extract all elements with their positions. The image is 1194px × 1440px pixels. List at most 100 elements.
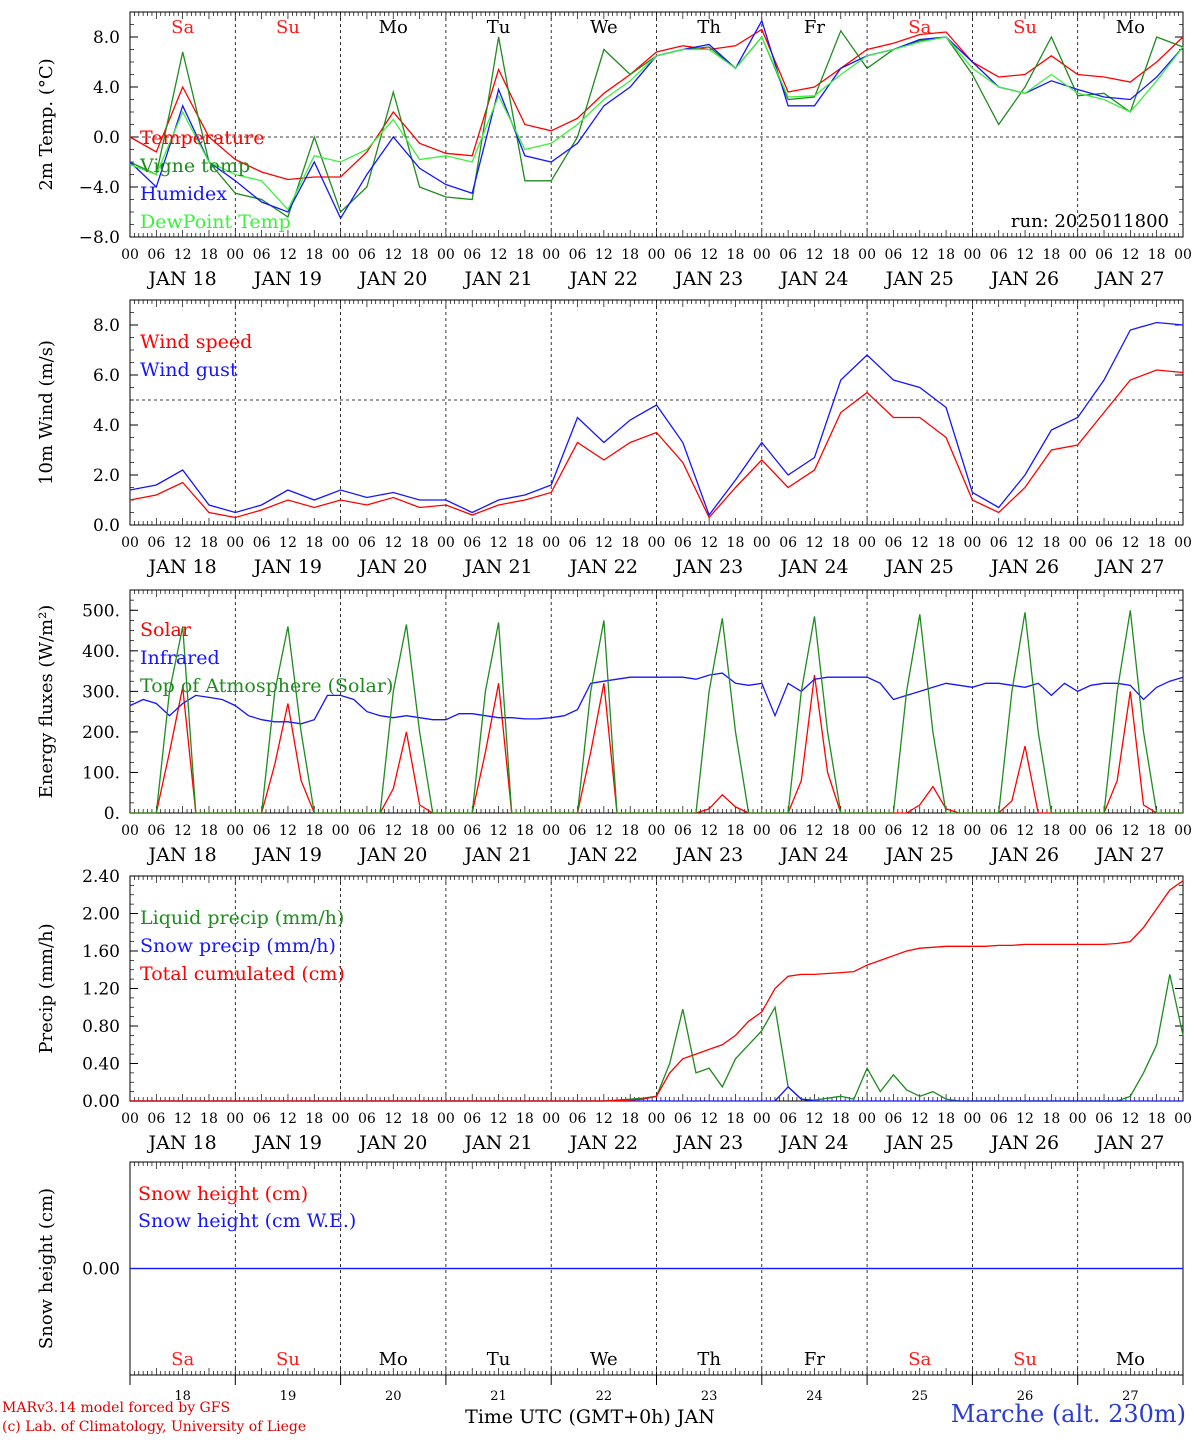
hour-label: 00 [858, 1111, 876, 1127]
weekday-label-bottom: Mo [379, 1349, 408, 1370]
hour-label: 18 [200, 535, 218, 551]
panel-3: 500. 400. 300. 200. 100. 0. Energy fluxes (W/m… [36, 589, 1192, 866]
hour-label: 00 [542, 535, 560, 551]
weekday-label-top: Tu [487, 17, 511, 38]
series-line-wind-speed [129, 369, 1184, 519]
day-label: JAN 26 [989, 556, 1059, 578]
y-axis-label: 10m Wind (m/s) [36, 340, 57, 485]
hour-label: 00 [332, 535, 350, 551]
hour-label: 06 [569, 823, 587, 839]
y-tick-label: 2.40 [82, 867, 120, 887]
series-line-vigne-temp [129, 29, 1184, 219]
hour-label: 18 [727, 535, 745, 551]
hour-label: 06 [569, 247, 587, 263]
hour-label: 18 [1148, 1111, 1166, 1127]
day-label: JAN 20 [357, 268, 427, 290]
hour-label: 00 [963, 247, 981, 263]
hour-label: 18 [832, 535, 850, 551]
hour-label: 00 [1174, 535, 1192, 551]
hour-label: 06 [1095, 823, 1113, 839]
weekday-label-bottom: Sa [171, 1349, 194, 1370]
hour-label: 18 [200, 823, 218, 839]
day-label: JAN 18 [147, 268, 217, 290]
hour-label: 12 [700, 535, 718, 551]
hour-label: 00 [753, 535, 771, 551]
day-label: JAN 21 [462, 268, 532, 290]
hour-label: 18 [832, 1111, 850, 1127]
y-tick-label: 4.0 [93, 78, 120, 98]
hour-label: 12 [174, 823, 192, 839]
hour-label: 12 [279, 823, 297, 839]
hour-label: 00 [121, 823, 139, 839]
hour-label: 12 [384, 823, 402, 839]
day-label: JAN 19 [252, 1132, 322, 1154]
hour-label: 18 [621, 247, 639, 263]
hour-label: 18 [1042, 535, 1060, 551]
hour-label: 18 [832, 823, 850, 839]
hour-label: 12 [1121, 823, 1139, 839]
hour-label: 18 [516, 535, 534, 551]
day-label: JAN 21 [462, 1132, 532, 1154]
hour-label: 12 [384, 1111, 402, 1127]
hour-label: 18 [937, 247, 955, 263]
hour-label: 18 [305, 247, 323, 263]
hour-label: 00 [1069, 823, 1087, 839]
hour-label: 12 [1121, 247, 1139, 263]
y-tick-label: 0. [104, 804, 120, 824]
day-label: JAN 23 [673, 844, 743, 866]
hour-label: 18 [200, 247, 218, 263]
y-axis-label: 2m Temp. (°C) [36, 58, 57, 190]
day-label: JAN 22 [568, 1132, 638, 1154]
day-label: JAN 18 [147, 556, 217, 578]
hour-label: 00 [121, 247, 139, 263]
credit-line-1: MARv3.14 model forced by GFS [2, 1400, 231, 1416]
hour-label: 00 [226, 1111, 244, 1127]
hour-label: 06 [885, 823, 903, 839]
weekday-label-top: Th [697, 17, 721, 38]
hour-label: 06 [358, 823, 376, 839]
hour-label: 00 [1069, 1111, 1087, 1127]
hour-label: 00 [332, 1111, 350, 1127]
day-label: JAN 26 [989, 844, 1059, 866]
hour-label: 00 [753, 1111, 771, 1127]
day-number-label: 23 [701, 1389, 718, 1404]
day-label: JAN 20 [357, 556, 427, 578]
day-label: JAN 21 [462, 556, 532, 578]
weekday-label-bottom: Su [276, 1349, 300, 1370]
hour-label: 12 [806, 247, 824, 263]
hour-label: 06 [253, 247, 271, 263]
panel-4: 2.40 2.00 1.60 1.20 0.80 0.40 0.00 Precip (mm/h… [36, 867, 1192, 1154]
hour-label: 18 [516, 823, 534, 839]
x-axis-title: Time UTC (GMT+0h) JAN [465, 1406, 715, 1428]
hour-label: 00 [332, 247, 350, 263]
hour-label: 18 [516, 247, 534, 263]
hour-label: 06 [674, 1111, 692, 1127]
day-label: JAN 18 [147, 1132, 217, 1154]
hour-label: 06 [885, 247, 903, 263]
hour-label: 12 [1016, 247, 1034, 263]
credit-line-2: (c) Lab. of Climatology, University of L… [2, 1419, 307, 1435]
hour-label: 06 [147, 1111, 165, 1127]
weekday-label-bottom: Fr [804, 1349, 825, 1370]
hour-label: 06 [1095, 247, 1113, 263]
day-label: JAN 20 [357, 1132, 427, 1154]
hour-label: 12 [595, 247, 613, 263]
hour-label: 18 [1148, 535, 1166, 551]
panel-2: 8.0 6.0 4.0 2.0 0.0 10m Wind (m/s) Wind speed W… [36, 299, 1192, 578]
run-annotation: run: 2025011800 [1011, 211, 1169, 232]
hour-label: 18 [621, 535, 639, 551]
day-number-label: 24 [806, 1389, 823, 1404]
day-label: JAN 25 [884, 556, 954, 578]
weekday-label-bottom: We [590, 1349, 618, 1370]
hour-label: 00 [226, 823, 244, 839]
y-tick-label: −8.0 [79, 228, 120, 248]
hour-label: 00 [963, 535, 981, 551]
hour-label: 12 [595, 535, 613, 551]
day-label: JAN 24 [778, 1132, 848, 1154]
hour-label: 00 [753, 823, 771, 839]
hour-label: 18 [411, 247, 429, 263]
hour-label: 06 [358, 535, 376, 551]
hour-label: 12 [911, 823, 929, 839]
day-label: JAN 24 [778, 268, 848, 290]
hour-label: 06 [147, 823, 165, 839]
